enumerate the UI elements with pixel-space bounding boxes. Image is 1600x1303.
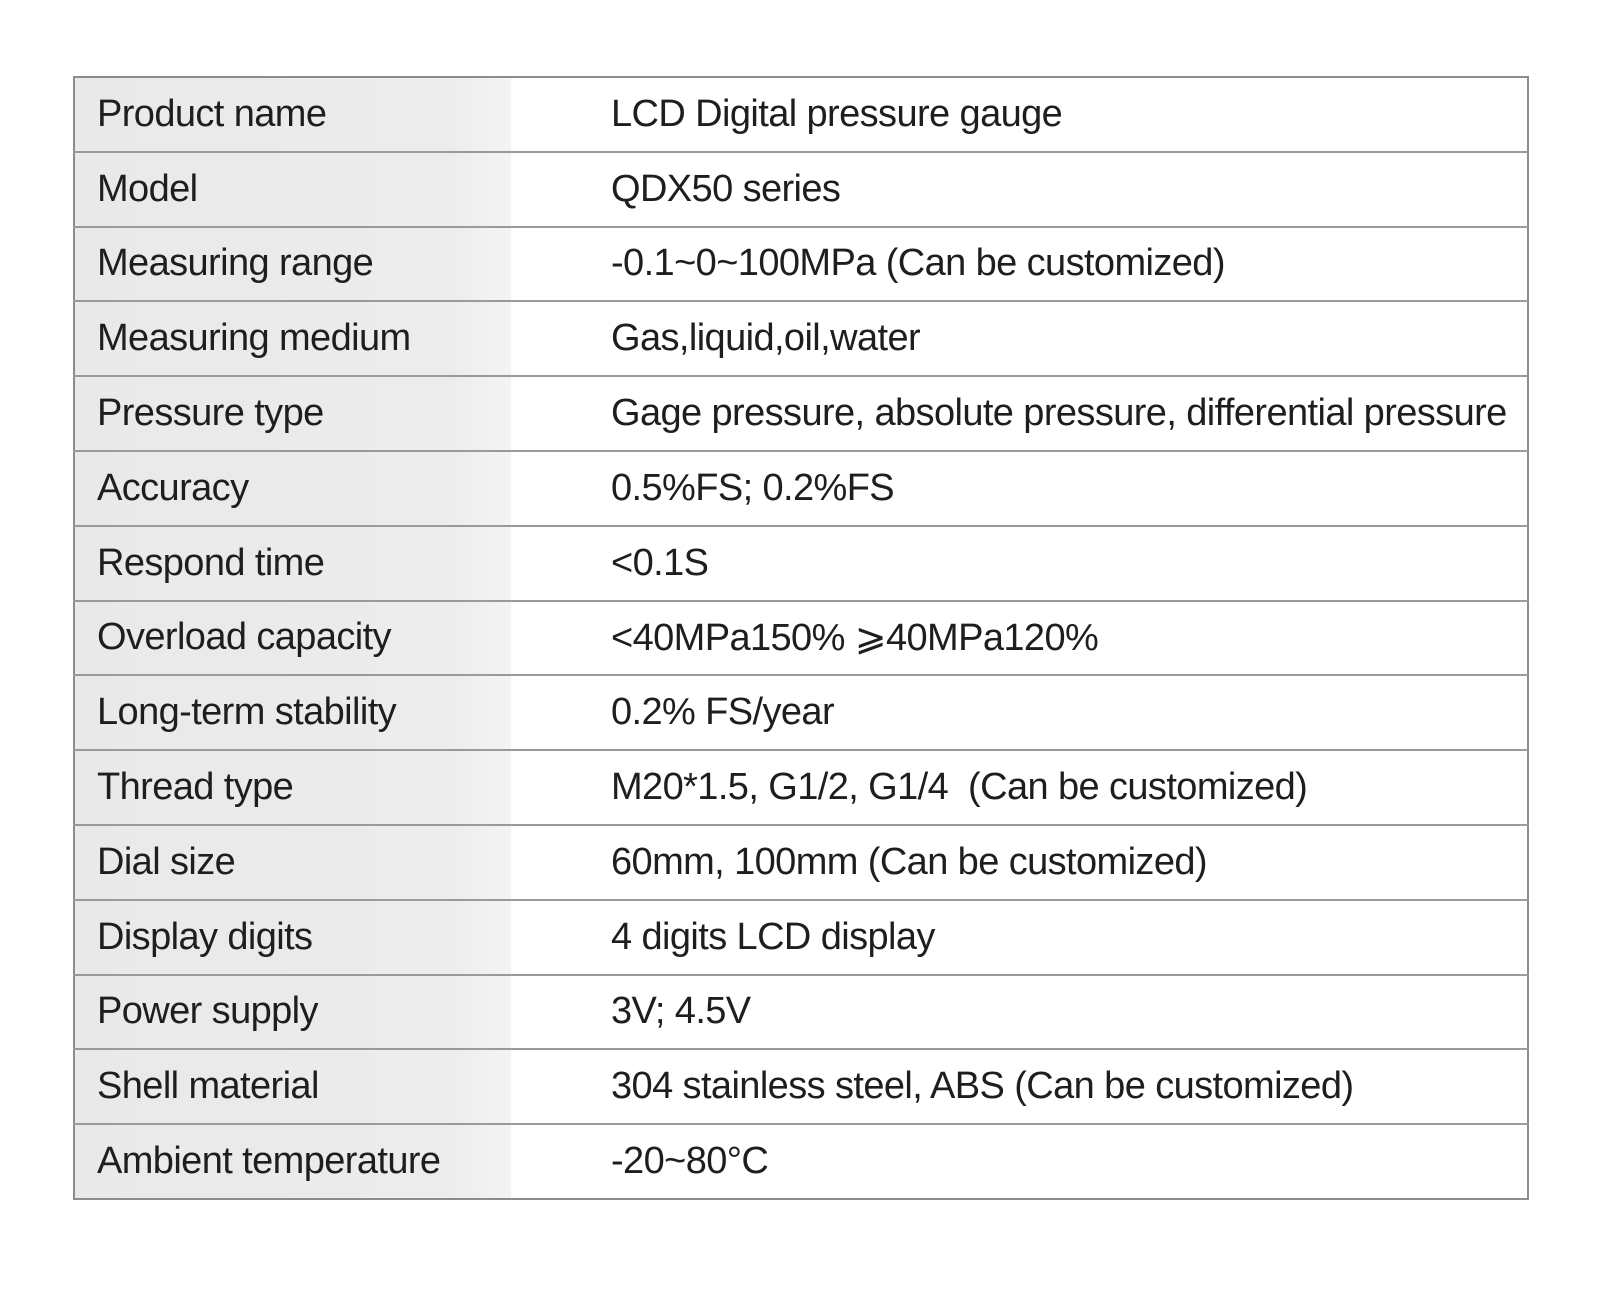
spec-label: Power supply bbox=[74, 974, 511, 1051]
spec-label: Long-term stability bbox=[74, 675, 511, 752]
spec-label: Measuring medium bbox=[74, 301, 511, 378]
spec-value: <40MPa150% ⩾40MPa120% bbox=[511, 600, 1528, 677]
spec-label: Respond time bbox=[74, 525, 511, 602]
spec-row-pressure-type: Pressure type Gage pressure, absolute pr… bbox=[74, 376, 1528, 452]
spec-value: -20~80°C bbox=[511, 1124, 1528, 1199]
spec-row-ambient-temperature: Ambient temperature -20~80°C bbox=[74, 1124, 1528, 1199]
spec-row-overload-capacity: Overload capacity <40MPa150% ⩾40MPa120% bbox=[74, 600, 1528, 677]
spec-row-model: Model QDX50 series bbox=[74, 151, 1528, 228]
spec-row-product-name: Product name LCD Digital pressure gauge bbox=[74, 77, 1528, 153]
spec-value: QDX50 series bbox=[511, 151, 1528, 228]
spec-table-body: Product name LCD Digital pressure gauge … bbox=[74, 77, 1528, 1199]
spec-table: Product name LCD Digital pressure gauge … bbox=[73, 76, 1529, 1200]
spec-row-dial-size: Dial size 60mm, 100mm (Can be customized… bbox=[74, 824, 1528, 901]
spec-label: Display digits bbox=[74, 899, 511, 976]
spec-value: 0.2% FS/year bbox=[511, 675, 1528, 752]
spec-label: Measuring range bbox=[74, 226, 511, 303]
spec-row-measuring-range: Measuring range -0.1~0~100MPa (Can be cu… bbox=[74, 226, 1528, 303]
spec-value: 304 stainless steel, ABS (Can be customi… bbox=[511, 1049, 1528, 1126]
spec-row-respond-time: Respond time <0.1S bbox=[74, 525, 1528, 602]
spec-label: Pressure type bbox=[74, 376, 511, 452]
spec-row-accuracy: Accuracy 0.5%FS; 0.2%FS bbox=[74, 450, 1528, 527]
spec-value: 4 digits LCD display bbox=[511, 899, 1528, 976]
spec-label: Dial size bbox=[74, 824, 511, 901]
spec-label: Accuracy bbox=[74, 450, 511, 527]
spec-label: Overload capacity bbox=[74, 600, 511, 677]
spec-value: <0.1S bbox=[511, 525, 1528, 602]
spec-label: Ambient temperature bbox=[74, 1124, 511, 1199]
spec-label: Thread type bbox=[74, 750, 511, 826]
spec-value: 0.5%FS; 0.2%FS bbox=[511, 450, 1528, 527]
spec-value: 60mm, 100mm (Can be customized) bbox=[511, 824, 1528, 901]
spec-value: Gage pressure, absolute pressure, differ… bbox=[511, 376, 1528, 452]
spec-label: Shell material bbox=[74, 1049, 511, 1126]
spec-value: -0.1~0~100MPa (Can be customized) bbox=[511, 226, 1528, 303]
spec-row-power-supply: Power supply 3V; 4.5V bbox=[74, 974, 1528, 1051]
spec-value: M20*1.5, G1/2, G1/4 (Can be customized) bbox=[511, 750, 1528, 826]
spec-label: Product name bbox=[74, 77, 511, 153]
spec-row-long-term-stability: Long-term stability 0.2% FS/year bbox=[74, 675, 1528, 752]
spec-row-shell-material: Shell material 304 stainless steel, ABS … bbox=[74, 1049, 1528, 1126]
spec-value: Gas,liquid,oil,water bbox=[511, 301, 1528, 378]
spec-value: LCD Digital pressure gauge bbox=[511, 77, 1528, 153]
spec-label: Model bbox=[74, 151, 511, 228]
spec-row-display-digits: Display digits 4 digits LCD display bbox=[74, 899, 1528, 976]
spec-row-measuring-medium: Measuring medium Gas,liquid,oil,water bbox=[74, 301, 1528, 378]
spec-row-thread-type: Thread type M20*1.5, G1/2, G1/4 (Can be … bbox=[74, 750, 1528, 826]
spec-value: 3V; 4.5V bbox=[511, 974, 1528, 1051]
